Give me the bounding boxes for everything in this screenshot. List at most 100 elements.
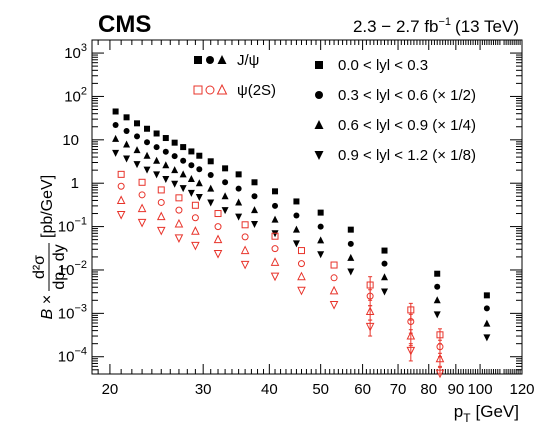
legend-particle-label: J/ψ (237, 52, 259, 69)
legend-rapidity-label: 0.3 < lyl < 0.6 (× 1/2) (338, 87, 476, 104)
legend-marker (216, 83, 228, 95)
x-tick-label: 70 (390, 381, 407, 398)
data-point (195, 194, 203, 202)
luminosity-superscript: −1 (439, 16, 452, 28)
data-point (221, 207, 229, 215)
y-tick-base: 10 (58, 349, 75, 366)
data-point (293, 212, 300, 219)
data-point (297, 271, 306, 281)
data-point (153, 171, 161, 179)
data-point (191, 241, 200, 251)
x-tick-label: 120 (509, 381, 534, 398)
y-axis-title: B × d²σ dpT dy [pb/GeV] (31, 175, 71, 320)
data-point (123, 114, 130, 121)
data-point (207, 158, 214, 165)
legend-marker (217, 55, 227, 64)
data-point (407, 317, 415, 325)
data-point (270, 257, 280, 266)
x-tick-label: 40 (261, 381, 278, 398)
y-tick-exponent: −3 (74, 302, 87, 314)
data-point (271, 215, 279, 223)
legend-marker (206, 56, 214, 64)
data-point (196, 166, 203, 173)
data-point (292, 240, 300, 248)
data-point (133, 161, 141, 169)
data-point (162, 135, 169, 142)
data-point (365, 306, 375, 316)
data-point (330, 274, 338, 282)
data-point (436, 331, 444, 339)
series-group (112, 121, 490, 312)
data-point (112, 108, 119, 115)
legend-marker (194, 56, 202, 64)
data-point (133, 146, 141, 154)
data-point (292, 225, 300, 233)
data-point (271, 245, 279, 253)
data-point (162, 161, 170, 169)
data-point (138, 178, 146, 186)
data-point (272, 202, 279, 209)
data-point (143, 166, 151, 174)
data-point (117, 182, 125, 190)
data-point (207, 171, 214, 178)
data-point (317, 209, 324, 216)
x-axis-title: pT [GeV] (454, 402, 519, 425)
luminosity-main: 2.3 − 2.7 fb (353, 17, 439, 36)
data-point (196, 152, 203, 159)
data-point (137, 203, 147, 213)
data-point (317, 236, 325, 244)
data-point (347, 253, 355, 261)
data-point (366, 281, 374, 289)
legend-particle-label: ψ(2S) (237, 82, 276, 99)
y-tick-base: 10 (58, 262, 75, 279)
y-tick-exponent: −4 (74, 346, 87, 358)
data-point (407, 306, 415, 314)
y-tick-exponent: 3 (81, 42, 87, 54)
data-point (293, 198, 300, 205)
data-point (272, 188, 279, 195)
series-group (116, 195, 445, 367)
y-axis-den-b: dy (51, 244, 68, 265)
data-point (134, 133, 141, 140)
series-group (112, 134, 491, 327)
data-point (222, 179, 229, 186)
y-tick-base: 10 (58, 305, 75, 322)
series-group (116, 210, 445, 379)
data-point (329, 300, 339, 310)
x-tick-label: 90 (447, 381, 464, 398)
data-point (207, 184, 215, 192)
data-point (214, 210, 222, 218)
data-point (434, 270, 441, 277)
y-tick-label: 10−4 (58, 346, 87, 366)
legend-marker (315, 61, 323, 69)
data-point (116, 210, 126, 220)
data-point (188, 162, 195, 169)
legend-marker (193, 85, 203, 95)
data-point (112, 121, 119, 128)
data-point (317, 223, 324, 230)
data-point (381, 288, 389, 296)
legend-rapidity-label: 0.6 < lyl < 0.9 (× 1/4) (338, 117, 476, 134)
data-point (251, 179, 258, 186)
data-point (180, 144, 187, 151)
data-point (250, 220, 258, 228)
data-point (123, 127, 130, 134)
data-point (171, 166, 179, 174)
data-point (191, 201, 199, 209)
x-axis-title-subscript: T (463, 411, 471, 425)
legend-marker (205, 85, 215, 95)
data-point (171, 153, 178, 160)
y-axis-unit: [pb/GeV] (39, 175, 56, 238)
data-point (330, 261, 338, 269)
x-tick-label: 80 (420, 381, 437, 398)
data-point (347, 240, 354, 247)
data-point (191, 214, 199, 222)
series-group (112, 108, 490, 299)
data-point (117, 170, 125, 178)
y-tick-exponent: 2 (81, 85, 87, 97)
data-point (406, 346, 416, 356)
data-point (207, 199, 215, 207)
data-point (251, 193, 258, 200)
y-tick-label: 10−1 (58, 216, 87, 236)
x-tick-label: 60 (354, 381, 371, 398)
